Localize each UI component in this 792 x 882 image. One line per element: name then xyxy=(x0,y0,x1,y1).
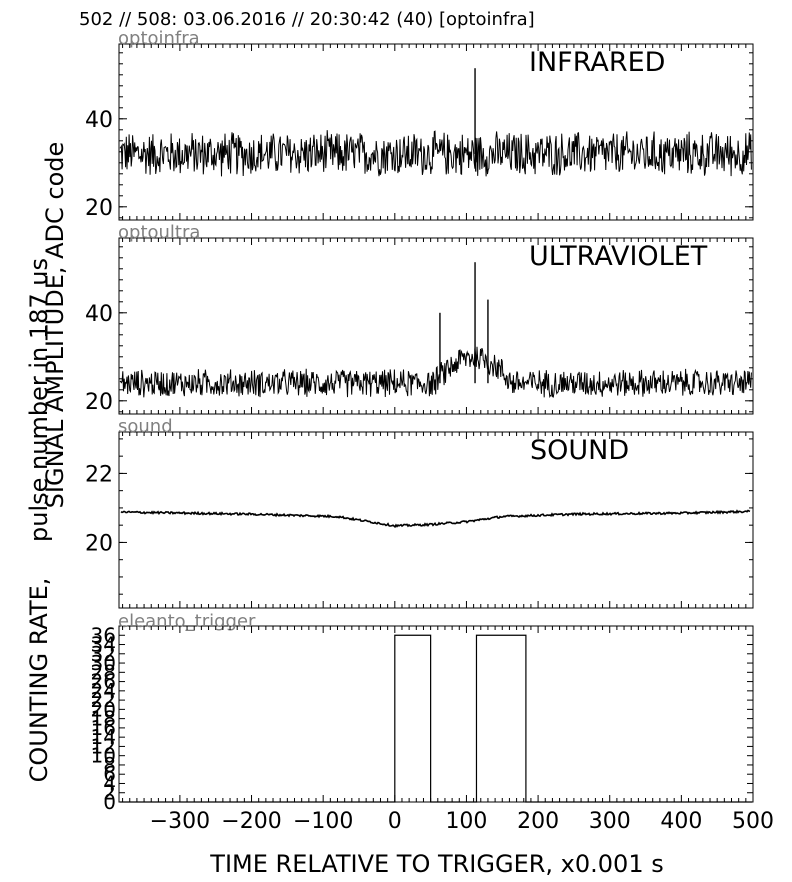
series-trigger xyxy=(120,634,752,803)
y-tick-label: 18 xyxy=(91,707,116,731)
y-tick-label: 10 xyxy=(91,744,116,768)
y-tick-label: 32 xyxy=(91,642,116,666)
x-tick-label: 100 xyxy=(445,809,487,834)
y-axis-label-rate: COUNTING RATE, xyxy=(25,578,53,783)
y-tick-label: 12 xyxy=(91,734,116,758)
axis-ticks: −300 −200 −100 0 100 200 300 400 500204020402022… xyxy=(85,44,774,834)
x-tick-label: −300 xyxy=(150,809,210,834)
y-tick-label: 22 xyxy=(91,688,116,712)
y-tick-label: 0 xyxy=(103,790,116,814)
y-tick-label: 20 xyxy=(85,531,113,556)
panel-name-sound: sound xyxy=(118,416,173,437)
x-axis-label: TIME RELATIVE TO TRIGGER, x0.001 s xyxy=(209,850,663,878)
panel-label-infrared: INFRARED xyxy=(529,47,665,78)
y-tick-label: 22 xyxy=(85,462,113,487)
y-tick-label: 20 xyxy=(91,697,116,721)
sound-line xyxy=(120,509,751,529)
series-sound xyxy=(120,509,751,529)
trigger-line xyxy=(120,634,752,803)
y-tick-label: 8 xyxy=(103,753,116,777)
y-tick-label: 34 xyxy=(91,633,116,657)
series-infrared xyxy=(119,68,752,177)
y-axis-label-signal: SIGNAL AMPLITUDE, ADC code xyxy=(41,142,69,509)
panel-frame-trigger xyxy=(118,625,754,803)
optoultra-line xyxy=(119,346,752,398)
panel-label-sound: SOUND xyxy=(530,435,629,466)
y-tick-label: 6 xyxy=(103,762,116,786)
panel-name-trigger: eleanto_trigger xyxy=(118,611,256,632)
panel-label-ultraviolet: ULTRAVIOLET xyxy=(529,241,708,272)
y-tick-label: 30 xyxy=(91,651,116,675)
y-tick-label: 4 xyxy=(103,771,116,795)
figure-title: 502 // 508: 03.06.2016 // 20:30:42 (40) … xyxy=(79,9,535,30)
y-tick-label: 20 xyxy=(85,196,113,221)
x-tick-label: 300 xyxy=(589,809,631,834)
x-tick-label: −100 xyxy=(293,809,353,834)
panel-name-optoinfra: optoinfra xyxy=(118,28,200,49)
panel-frame-ultraviolet xyxy=(118,237,754,415)
panel-frame-sound xyxy=(118,431,754,609)
y-tick-label: 16 xyxy=(91,716,116,740)
series-ultraviolet xyxy=(119,262,752,398)
x-tick-label: 0 xyxy=(388,809,402,834)
y-axis-label-count: pulse number in 187 us xyxy=(25,258,53,542)
y-tick-label: 2 xyxy=(103,781,116,805)
y-tick-label: 36 xyxy=(91,623,116,647)
optoinfra-line xyxy=(119,130,752,177)
x-tick-label: 500 xyxy=(732,809,774,834)
y-tick-label: 28 xyxy=(91,660,116,684)
y-tick-label: 14 xyxy=(91,725,116,749)
y-tick-label: 20 xyxy=(85,390,113,415)
panel-frame-infrared xyxy=(118,43,754,221)
y-tick-label: 26 xyxy=(91,670,116,694)
y-tick-label: 40 xyxy=(85,108,113,133)
panel-name-optoultra: optoultra xyxy=(118,222,200,243)
x-tick-label: 400 xyxy=(660,809,702,834)
x-tick-label: −200 xyxy=(221,809,281,834)
y-tick-label: 24 xyxy=(91,679,116,703)
x-tick-label: 200 xyxy=(517,809,559,834)
y-tick-label: 40 xyxy=(85,302,113,327)
